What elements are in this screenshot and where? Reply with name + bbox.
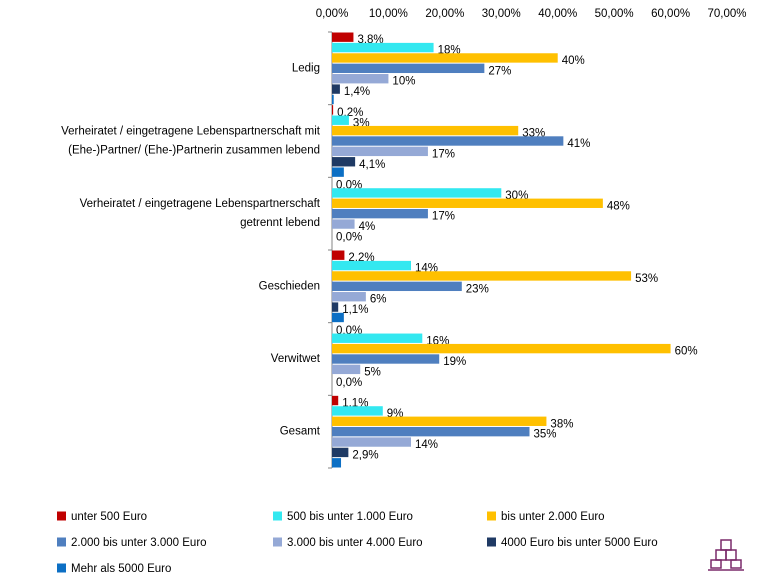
bar: [332, 354, 440, 364]
bar: [332, 416, 547, 426]
data-label: 60%: [675, 346, 698, 358]
logo: [708, 539, 744, 571]
legend-label: 4000 Euro bis unter 5000 Euro: [501, 537, 658, 549]
category-label: Geschieden: [259, 280, 320, 292]
bar: [332, 32, 354, 42]
category-label: Verheiratet / eingetragene Lebenspartner…: [80, 198, 321, 210]
bar: [332, 260, 411, 271]
data-label: 0,0%: [336, 377, 362, 389]
bar: [332, 302, 339, 312]
bar: [332, 74, 389, 84]
category-label: getrennt lebend: [240, 217, 320, 229]
legend-label: 2.000 bis unter 3.000 Euro: [71, 537, 207, 549]
bar: [332, 219, 355, 229]
category-label: Verwitwet: [271, 353, 321, 365]
bar: [332, 53, 558, 63]
bar: [332, 437, 411, 447]
data-label: 0,0%: [336, 231, 362, 243]
category-label: Verheiratet / eingetragene Lebenspartner…: [61, 126, 321, 138]
data-label: 14%: [415, 439, 438, 451]
bar: [332, 426, 530, 437]
bar: [332, 292, 366, 302]
data-label: 2,9%: [352, 449, 378, 461]
bar: [332, 395, 339, 406]
legend-swatch: [273, 537, 282, 547]
bar: [332, 42, 434, 53]
x-tick-label: 30,00%: [482, 8, 521, 20]
bar: [332, 157, 356, 167]
x-tick-label: 10,00%: [369, 8, 408, 20]
bar: [332, 406, 383, 416]
category-label: (Ehe-)Partner/ (Ehe-)Partnerin zusammen …: [68, 145, 320, 157]
data-label: 1,4%: [344, 86, 370, 98]
x-tick-label: 40,00%: [538, 8, 577, 20]
data-label: 41%: [567, 138, 590, 150]
bar: [332, 343, 671, 354]
data-label: 23%: [466, 283, 489, 295]
data-label: 27%: [488, 65, 511, 77]
bar: [332, 63, 485, 74]
legend-label: Mehr als 5000 Euro: [71, 563, 171, 575]
legend-label: 500 bis unter 1.000 Euro: [287, 511, 413, 523]
x-tick-label: 50,00%: [595, 8, 634, 20]
bar: [332, 84, 340, 94]
bar: [332, 125, 519, 136]
data-label: 35%: [534, 429, 557, 441]
data-label: 53%: [635, 273, 658, 285]
data-label: 17%: [432, 211, 455, 223]
bar: [332, 136, 564, 146]
legend-swatch: [57, 537, 66, 547]
bar: [332, 447, 349, 458]
bar: [332, 105, 334, 115]
bar: [332, 208, 428, 219]
legend-label: 3.000 bis unter 4.000 Euro: [287, 537, 423, 549]
category-label: Gesamt: [280, 426, 321, 438]
category-label: Ledig: [292, 62, 320, 74]
data-label: 5%: [364, 366, 381, 378]
bar: [332, 312, 344, 323]
legend-label: unter 500 Euro: [71, 511, 147, 523]
data-label: 19%: [443, 356, 466, 368]
bar: [332, 250, 345, 260]
data-label: 38%: [550, 418, 573, 430]
x-tick-label: 0,00%: [316, 8, 349, 20]
data-label: 10%: [392, 76, 415, 88]
legend-swatch: [487, 537, 496, 547]
bar: [332, 188, 502, 198]
data-label: 40%: [562, 55, 585, 67]
bar: [332, 167, 344, 177]
legend-swatch: [57, 563, 66, 573]
bar: [332, 115, 349, 125]
bar: [332, 333, 423, 343]
legend-swatch: [57, 511, 66, 521]
bar: [332, 281, 462, 292]
x-tick-label: 60,00%: [651, 8, 690, 20]
bar: [332, 271, 632, 281]
data-label: 6%: [370, 294, 387, 306]
bar: [332, 458, 342, 468]
bar: [332, 94, 334, 105]
data-label: 4,1%: [359, 159, 385, 171]
x-tick-label: 70,00%: [707, 8, 746, 20]
bar: [332, 364, 361, 375]
legend-swatch: [273, 511, 282, 521]
data-label: 17%: [432, 148, 455, 160]
legend-swatch: [487, 511, 496, 521]
bar: [332, 146, 428, 157]
x-tick-label: 20,00%: [425, 8, 464, 20]
bar: [332, 198, 603, 208]
data-label: 48%: [607, 200, 630, 212]
data-label: 1,1%: [342, 304, 368, 316]
legend-label: bis unter 2.000 Euro: [501, 511, 605, 523]
data-label: 4%: [359, 221, 376, 233]
